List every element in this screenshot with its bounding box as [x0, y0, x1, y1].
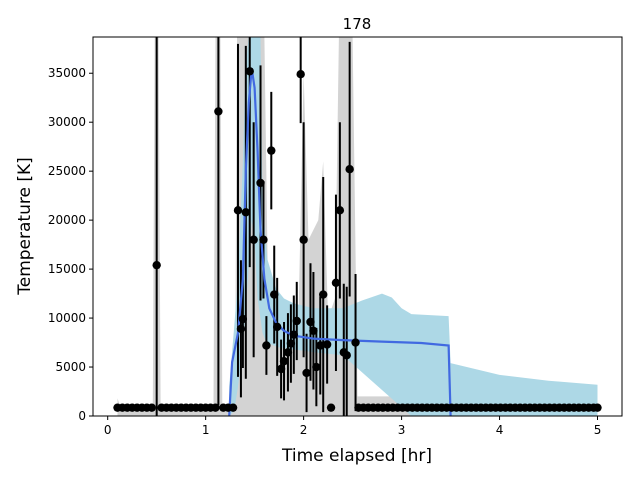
data-point: [286, 339, 296, 348]
data-point: [331, 278, 341, 288]
data-point: [267, 146, 276, 155]
data-point: [238, 314, 248, 324]
y-tick-label: 35000: [48, 66, 86, 80]
data-point: [276, 364, 286, 374]
fit-band: [229, 37, 598, 416]
y-tick-label: 25000: [48, 164, 86, 178]
data-point: [316, 341, 325, 350]
data-point: [249, 235, 258, 244]
data-point: [272, 322, 282, 332]
fit-line-layer: [228, 68, 452, 416]
x-axis-title: Time elapsed [hr]: [281, 446, 432, 466]
data-point: [270, 290, 279, 299]
plot-area: [113, 37, 602, 416]
data-point: [292, 316, 301, 326]
data-point: [289, 330, 299, 339]
y-tick-label: 10000: [48, 311, 86, 325]
data-point: [262, 341, 271, 350]
data-point: [241, 208, 251, 217]
fit-band-layer: [229, 37, 598, 416]
data-point: [259, 235, 268, 244]
data-point: [214, 107, 223, 116]
y-tick-label: 30000: [48, 115, 86, 129]
data-point: [302, 368, 311, 378]
data-point: [299, 235, 308, 244]
data-point: [152, 260, 161, 270]
fit-line: [228, 68, 452, 416]
data-point: [335, 206, 345, 215]
plot-frame: [92, 36, 623, 417]
data-point: [256, 178, 265, 188]
data-point: [593, 403, 602, 412]
data-point: [245, 67, 254, 76]
chart-title: 178: [343, 15, 372, 33]
x-tick-label: 1: [202, 423, 210, 437]
data-point: [345, 165, 354, 174]
data-point: [326, 403, 336, 412]
data-point: [296, 70, 305, 79]
y-tick-label: 20000: [48, 213, 86, 227]
x-tick-label: 2: [300, 423, 308, 437]
data-point: [147, 403, 156, 412]
data-point: [342, 351, 351, 360]
x-tick-label: 0: [104, 423, 112, 437]
data-point: [228, 403, 238, 412]
data-point: [279, 356, 289, 366]
data-point: [319, 290, 328, 299]
y-tick-label: 0: [78, 409, 86, 423]
points-layer: [113, 67, 602, 412]
y-tick-label: 15000: [48, 262, 86, 276]
y-axis: 0 5000 10000 15000 20000 25000 30000 35000: [48, 66, 93, 423]
x-tick-label: 3: [398, 423, 406, 437]
data-point: [283, 348, 293, 357]
data-point: [322, 340, 332, 349]
x-tick-label: 5: [594, 423, 602, 437]
data-point: [351, 338, 360, 347]
data-point: [236, 324, 246, 334]
x-tick-label: 4: [496, 423, 504, 437]
data-point: [306, 317, 315, 327]
x-axis: 0 1 2 3 4 5: [104, 416, 601, 437]
data-point: [309, 326, 318, 335]
data-point: [211, 403, 220, 412]
y-axis-title: Temperature [K]: [15, 157, 35, 296]
y-tick-label: 5000: [55, 360, 86, 374]
data-point: [233, 206, 243, 215]
data-point: [312, 362, 321, 372]
